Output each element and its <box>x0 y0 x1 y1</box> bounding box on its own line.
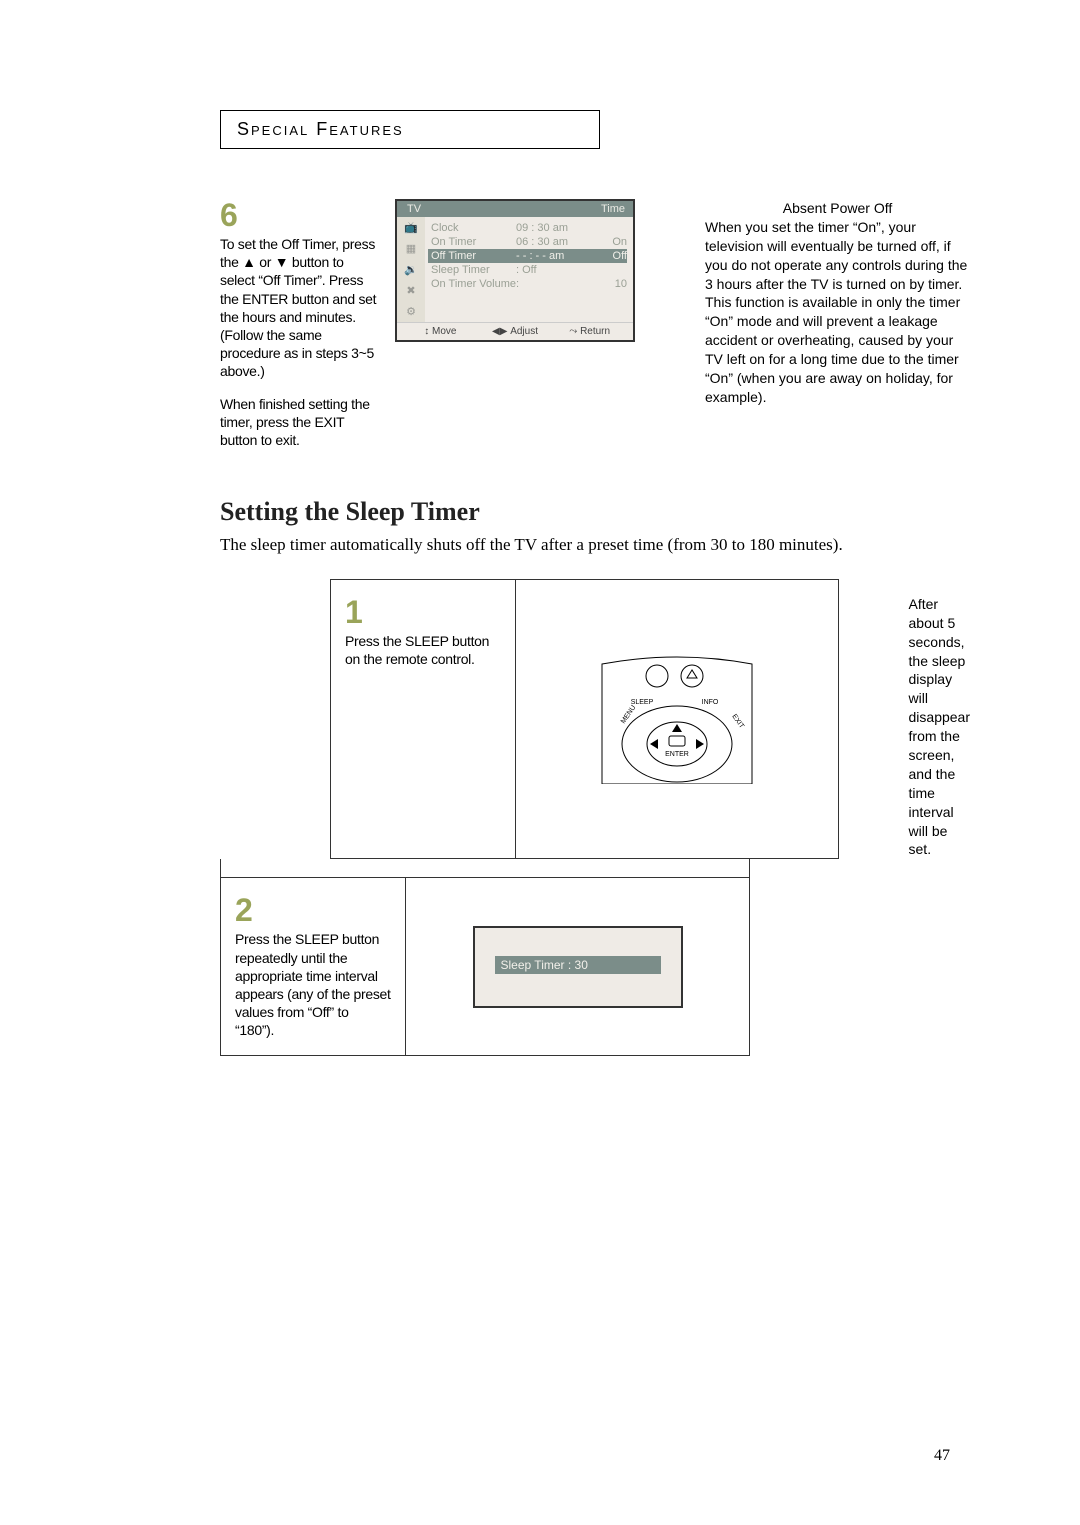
osd-col: TV Time 📺 ▦ 🔉 ✖ ⚙ Clock 09 : 30 am <box>395 199 635 449</box>
step1-box: 1 Press the SLEEP button on the remote c… <box>330 579 839 859</box>
osd-footer: ↕ Move ◀▶ Adjust ⤳ Return <box>397 322 633 340</box>
footer-return: ⤳ Return <box>552 326 627 337</box>
osd-category-icons: 📺 ▦ 🔉 ✖ ⚙ <box>397 217 425 322</box>
channel-icon: ▦ <box>406 238 416 259</box>
osd-row-ontimer: On Timer 06 : 30 am On <box>431 235 627 249</box>
step2-box: 2 Press the SLEEP button repeatedly unti… <box>220 877 750 1056</box>
step2-text: Press the SLEEP button repeatedly until … <box>235 930 391 1039</box>
sleep-osd: Sleep Timer : 30 <box>473 926 683 1008</box>
exit-label: EXIT <box>730 713 745 730</box>
step1-row: 1 Press the SLEEP button on the remote c… <box>220 579 970 859</box>
osd-list: Clock 09 : 30 am On Timer 06 : 30 am On … <box>425 217 633 322</box>
step1-number: 1 <box>345 596 501 628</box>
enter-label: ENTER <box>665 751 689 758</box>
step6-para1: To set the Off Timer, press the ▲ or ▼ b… <box>220 235 381 381</box>
step6-para2: When finished setting the timer, press t… <box>220 395 381 450</box>
osd-row-volume: On Timer Volume : 10 <box>431 277 627 291</box>
osd-row-clock: Clock 09 : 30 am <box>431 221 627 235</box>
sleep-timer-heading: Setting the Sleep Timer <box>220 497 970 527</box>
menu-label: MENU <box>620 704 638 725</box>
note-body: When you set the timer “On”, your televi… <box>705 218 970 407</box>
step1-left: 1 Press the SLEEP button on the remote c… <box>331 580 516 858</box>
page-number: 47 <box>934 1447 950 1465</box>
sleep-label: SLEEP <box>630 699 653 706</box>
step2-left: 2 Press the SLEEP button repeatedly unti… <box>221 878 406 1055</box>
step6-row: 6 To set the Off Timer, press the ▲ or ▼… <box>220 199 970 449</box>
sleep-note-body: After about 5 seconds, the sleep display… <box>909 595 970 859</box>
step1-text: Press the SLEEP button on the remote con… <box>345 632 501 668</box>
osd-body: 📺 ▦ 🔉 ✖ ⚙ Clock 09 : 30 am On Timer 06 :… <box>397 217 633 322</box>
footer-move: ↕ Move <box>403 326 478 337</box>
remote-illustration: SLEEP INFO MENU EXIT ENTER <box>592 654 762 784</box>
setup-icon: ✖ <box>406 280 415 301</box>
absent-poweroff-note: Absent Power Off When you set the timer … <box>635 199 970 449</box>
osd-row-offtimer: Off Timer - - : - - am Off <box>428 249 627 263</box>
footer-adjust: ◀▶ Adjust <box>478 326 553 337</box>
step6-text-col: 6 To set the Off Timer, press the ▲ or ▼… <box>220 199 395 449</box>
note-title: Absent Power Off <box>705 199 970 218</box>
step2-right: Sleep Timer : 30 <box>406 878 749 1055</box>
osd-tv-label: TV <box>397 201 431 217</box>
sleep-osd-label: Sleep Timer : 30 <box>495 956 661 974</box>
sleep-note: After about 5 seconds, the sleep display… <box>839 579 970 859</box>
step1-right: SLEEP INFO MENU EXIT ENTER <box>516 580 838 858</box>
info-label: INFO <box>701 699 718 706</box>
picture-icon: 📺 <box>404 217 418 238</box>
sound-icon: 🔉 <box>404 259 418 280</box>
section-header: Special Features <box>220 110 600 149</box>
section-title: Special Features <box>237 119 404 139</box>
step2-number: 2 <box>235 894 391 926</box>
osd-row-sleeptimer: Sleep Timer : Off <box>431 263 627 277</box>
sleep-timer-sub: The sleep timer automatically shuts off … <box>220 533 970 557</box>
osd-menu-title: Time <box>593 201 633 217</box>
function-icon: ⚙ <box>406 301 416 322</box>
time-osd-menu: TV Time 📺 ▦ 🔉 ✖ ⚙ Clock 09 : 30 am <box>395 199 635 342</box>
osd-titlebar: TV Time <box>397 201 633 217</box>
step6-number: 6 <box>220 199 381 231</box>
step-connector <box>220 859 750 877</box>
